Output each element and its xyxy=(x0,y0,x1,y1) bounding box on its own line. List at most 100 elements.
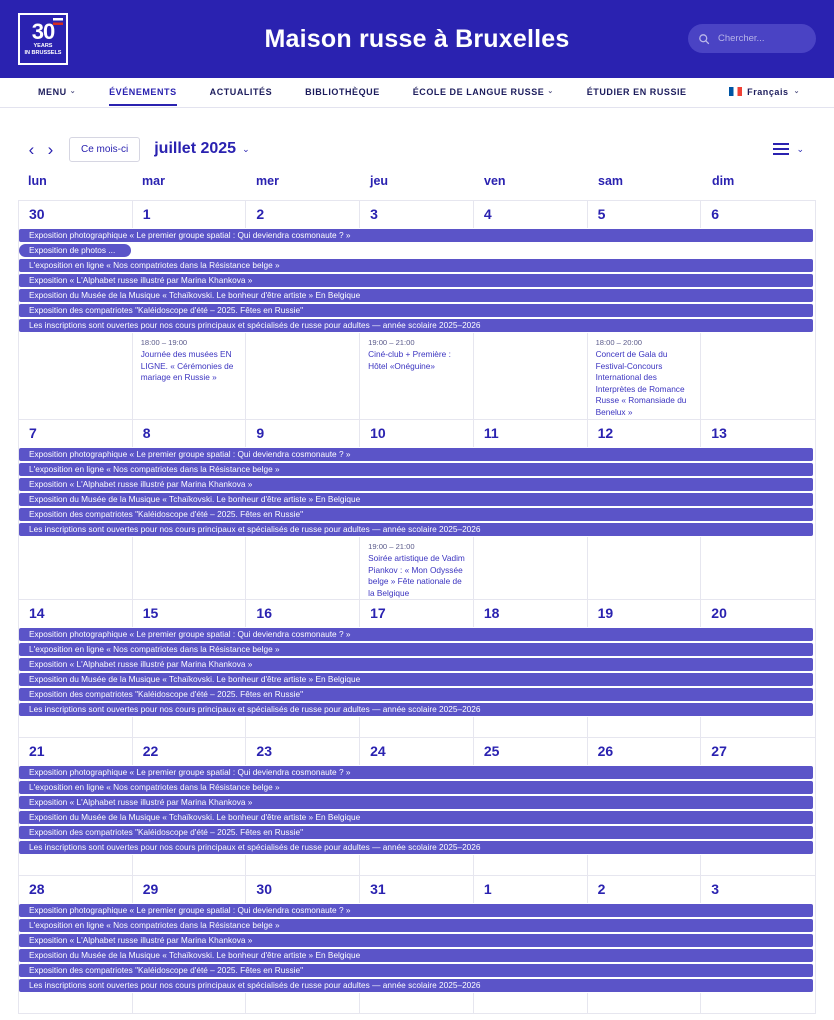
day-cell-header[interactable]: 17 xyxy=(360,600,474,627)
day-cell[interactable]: 18:00 – 20:00 Concert de Gala du Festival… xyxy=(588,333,702,419)
allday-event-bar[interactable]: Exposition des compatriotes "Kaléidoscop… xyxy=(19,304,813,317)
day-cell-header[interactable]: 3 xyxy=(360,201,474,228)
allday-event-bar[interactable]: Les inscriptions sont ouvertes pour nos … xyxy=(19,319,813,332)
day-cell[interactable] xyxy=(360,717,474,737)
day-cell[interactable]: 18:00 – 19:00 Journée des musées EN LIGNE… xyxy=(133,333,247,419)
allday-event-bar[interactable]: Exposition photographique « Le premier g… xyxy=(19,448,813,461)
allday-event-bar[interactable]: Exposition des compatriotes "Kaléidoscop… xyxy=(19,688,813,701)
day-cell[interactable] xyxy=(133,993,247,1013)
day-cell-header[interactable]: 2 xyxy=(246,201,361,228)
site-logo[interactable]: 30 YEARS IN BRUSSELS xyxy=(18,13,68,65)
nav-item-evenements[interactable]: ÉVÉNEMENTS xyxy=(109,87,177,106)
day-cell[interactable] xyxy=(474,717,588,737)
day-cell[interactable] xyxy=(360,993,474,1013)
day-cell-header[interactable]: 14 xyxy=(19,600,133,627)
search-box[interactable] xyxy=(688,24,816,53)
day-cell-header[interactable]: 29 xyxy=(133,876,247,903)
day-cell-header[interactable]: 2 xyxy=(588,876,702,903)
day-cell-header[interactable]: 12 xyxy=(588,420,702,447)
day-cell[interactable] xyxy=(474,333,588,419)
day-cell-header[interactable]: 31 xyxy=(360,876,474,903)
day-cell[interactable] xyxy=(133,717,247,737)
allday-event-bar[interactable]: Exposition photographique « Le premier g… xyxy=(19,229,813,242)
day-cell-header[interactable]: 5 xyxy=(588,201,702,228)
day-cell-header[interactable]: 30 xyxy=(19,201,133,228)
allday-event-bar[interactable]: Exposition des compatriotes "Kaléidoscop… xyxy=(19,508,813,521)
day-cell-header[interactable]: 21 xyxy=(19,738,133,765)
day-cell[interactable] xyxy=(19,537,133,599)
allday-event-bar[interactable]: Exposition du Musée de la Musique « Tcha… xyxy=(19,811,813,824)
nav-item-etudier-en-russie[interactable]: ÉTUDIER EN RUSSIE xyxy=(587,87,687,99)
day-cell-header[interactable]: 1 xyxy=(133,201,247,228)
previous-month-button[interactable]: ‹ xyxy=(28,139,35,159)
event-title[interactable]: Soirée artistique de Vadim Piankov : « M… xyxy=(368,553,465,598)
day-cell[interactable] xyxy=(588,993,702,1013)
day-cell-header[interactable]: 4 xyxy=(474,201,588,228)
day-cell[interactable] xyxy=(588,537,702,599)
day-cell[interactable] xyxy=(474,537,588,599)
day-cell-header[interactable]: 25 xyxy=(474,738,588,765)
search-input[interactable] xyxy=(716,32,806,45)
allday-event-bar[interactable]: L'exposition en ligne « Nos compatriotes… xyxy=(19,919,813,932)
day-cell-header[interactable]: 18 xyxy=(474,600,588,627)
day-cell-header[interactable]: 6 xyxy=(711,206,720,222)
allday-event-bar[interactable]: Exposition « L'Alphabet russe illustré p… xyxy=(19,478,813,491)
day-cell[interactable] xyxy=(588,717,702,737)
day-cell-header[interactable]: 23 xyxy=(246,738,361,765)
day-cell[interactable] xyxy=(701,537,815,599)
day-cell-header[interactable]: 28 xyxy=(19,876,133,903)
day-cell[interactable] xyxy=(701,717,815,737)
allday-event-bar[interactable]: Les inscriptions sont ouvertes pour nos … xyxy=(19,523,813,536)
day-cell-header[interactable]: 27 xyxy=(711,743,727,759)
allday-event-bar[interactable]: Exposition photographique « Le premier g… xyxy=(19,904,813,917)
event-title[interactable]: Ciné-club + Première : Hôtel «Onéguine» xyxy=(368,349,451,371)
day-cell-header[interactable]: 10 xyxy=(360,420,474,447)
nav-item-bibliotheque[interactable]: BIBLIOTHÈQUE xyxy=(305,87,380,99)
this-month-button[interactable]: Ce mois-ci xyxy=(69,136,141,162)
allday-event-bar[interactable]: L'exposition en ligne « Nos compatriotes… xyxy=(19,781,813,794)
allday-event-bar[interactable]: Exposition du Musée de la Musique « Tcha… xyxy=(19,493,813,506)
allday-event-bar[interactable]: Exposition des compatriotes "Kaléidoscop… xyxy=(19,826,813,839)
language-selector[interactable]: Français ⌄ xyxy=(729,87,800,99)
day-cell-header[interactable]: 13 xyxy=(711,425,727,441)
nav-item-actualites[interactable]: ACTUALITÉS xyxy=(210,87,273,99)
day-cell[interactable] xyxy=(19,333,133,419)
allday-event-bar[interactable]: Exposition « L'Alphabet russe illustré p… xyxy=(19,274,813,287)
day-cell-header[interactable]: 7 xyxy=(19,420,133,447)
allday-event-bar[interactable]: Les inscriptions sont ouvertes pour nos … xyxy=(19,703,813,716)
day-cell-header[interactable]: 16 xyxy=(246,600,361,627)
day-cell[interactable] xyxy=(246,855,361,875)
month-selector[interactable]: juillet 2025 ⌄ xyxy=(154,140,249,158)
day-cell-header[interactable]: 24 xyxy=(360,738,474,765)
allday-event-bar[interactable]: Exposition du Musée de la Musique « Tcha… xyxy=(19,673,813,686)
day-cell-header[interactable]: 22 xyxy=(133,738,247,765)
day-cell[interactable] xyxy=(474,855,588,875)
allday-event-bar[interactable]: Les inscriptions sont ouvertes pour nos … xyxy=(19,979,813,992)
day-cell[interactable] xyxy=(588,855,702,875)
day-cell[interactable] xyxy=(19,717,133,737)
day-cell[interactable] xyxy=(246,333,361,419)
day-cell[interactable] xyxy=(360,855,474,875)
allday-event-bar[interactable]: L'exposition en ligne « Nos compatriotes… xyxy=(19,259,813,272)
allday-event-bar[interactable]: Exposition du Musée de la Musique « Tcha… xyxy=(19,949,813,962)
day-cell[interactable] xyxy=(246,537,361,599)
allday-event-bar[interactable]: L'exposition en ligne « Nos compatriotes… xyxy=(19,643,813,656)
allday-event-bar[interactable]: Exposition « L'Alphabet russe illustré p… xyxy=(19,796,813,809)
day-cell-header[interactable]: 1 xyxy=(474,876,588,903)
day-cell[interactable] xyxy=(19,855,133,875)
day-cell[interactable] xyxy=(701,993,815,1013)
day-cell[interactable] xyxy=(246,717,361,737)
day-cell-header[interactable]: 15 xyxy=(133,600,247,627)
day-cell[interactable] xyxy=(701,333,815,419)
day-cell[interactable] xyxy=(701,855,815,875)
day-cell[interactable]: 19:00 – 21:00 Ciné-club + Première : Hôte… xyxy=(360,333,474,419)
day-cell-header[interactable]: 9 xyxy=(246,420,361,447)
day-cell-header[interactable]: 30 xyxy=(246,876,361,903)
day-cell-header[interactable]: 3 xyxy=(711,881,720,897)
nav-item-menu[interactable]: MENU ⌄ xyxy=(38,87,76,99)
allday-event-bar[interactable]: Exposition du Musée de la Musique « Tcha… xyxy=(19,289,813,302)
allday-event-bar[interactable]: Exposition « L'Alphabet russe illustré p… xyxy=(19,658,813,671)
day-cell[interactable]: 19:00 – 21:00 Soirée artistique de Vadim … xyxy=(360,537,474,599)
day-cell[interactable] xyxy=(133,537,247,599)
day-cell-header[interactable]: 20 xyxy=(711,605,727,621)
